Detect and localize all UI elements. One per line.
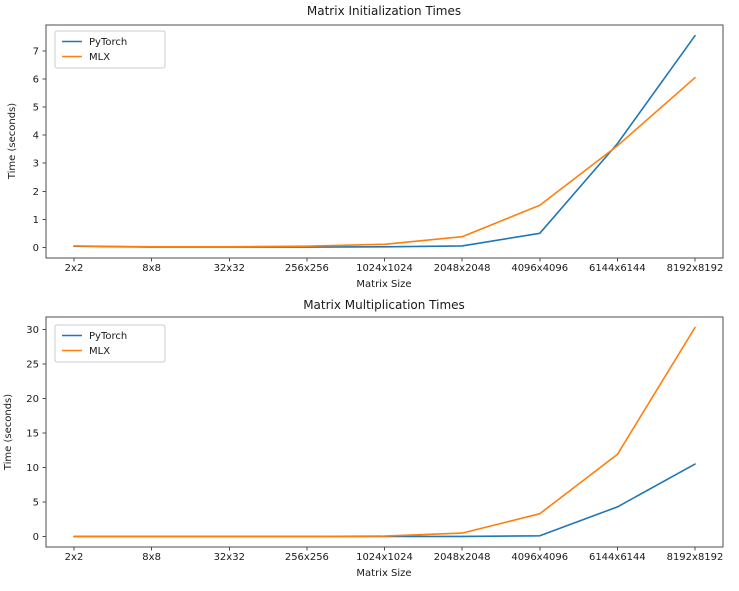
y-tick-label: 1 bbox=[33, 215, 39, 226]
plot-area: 0 5 10 15 20 25 30 2x2 8x8 32x32 256x256 1024x1024 2… bbox=[26, 316, 724, 563]
x-tick-label: 1024x1024 bbox=[356, 263, 413, 274]
y-tick-label: 5 bbox=[33, 498, 39, 509]
x-tick-label: 6144x6144 bbox=[589, 263, 646, 274]
x-tick-label: 256x256 bbox=[285, 552, 329, 563]
y-tick-label: 3 bbox=[33, 159, 39, 170]
x-tick-label: 2048x2048 bbox=[434, 263, 491, 274]
y-tick-label: 25 bbox=[26, 360, 39, 371]
x-tick-label: 2x2 bbox=[65, 552, 84, 563]
x-tick-label: 32x32 bbox=[214, 552, 245, 563]
legend-entry-pytorch: PyTorch bbox=[89, 331, 127, 342]
x-tick-label: 8x8 bbox=[142, 552, 161, 563]
chart-title: Matrix Initialization Times bbox=[307, 4, 461, 18]
y-axis-label: Time (seconds) bbox=[3, 394, 14, 471]
x-tick-label: 6144x6144 bbox=[589, 552, 646, 563]
mlx-line bbox=[73, 76, 696, 248]
x-tick-label: 4096x4096 bbox=[511, 552, 568, 563]
x-tick-label: 8192x8192 bbox=[667, 263, 724, 274]
x-tick-label: 2048x2048 bbox=[434, 552, 491, 563]
x-axis-label: Matrix Size bbox=[356, 279, 411, 290]
legend-box bbox=[54, 324, 166, 363]
x-tick-label: 4096x4096 bbox=[511, 263, 568, 274]
matrix-initialization-times-chart: Matrix Initialization Times Time (second… bbox=[7, 4, 724, 290]
x-tick-label: 32x32 bbox=[214, 263, 245, 274]
plot-area: 0 1 2 3 4 5 6 7 2x2 8x8 32x32 256x256 1024x1024 2048x… bbox=[33, 24, 724, 274]
y-tick-label: 0 bbox=[33, 243, 39, 254]
legend-box bbox=[54, 30, 166, 69]
y-tick-label: 7 bbox=[33, 47, 39, 58]
y-tick-label: 6 bbox=[33, 75, 39, 86]
x-tick-label: 256x256 bbox=[285, 263, 329, 274]
legend: PyTorch MLX bbox=[54, 30, 166, 69]
pytorch-line bbox=[73, 463, 696, 538]
legend: PyTorch MLX bbox=[54, 324, 166, 363]
y-tick-label: 2 bbox=[33, 187, 39, 198]
legend-entry-mlx: MLX bbox=[89, 346, 110, 357]
x-tick-label: 8192x8192 bbox=[667, 552, 724, 563]
x-tick-label: 1024x1024 bbox=[356, 552, 413, 563]
y-tick-label: 15 bbox=[26, 429, 39, 440]
pytorch-line bbox=[73, 34, 696, 248]
mlx-line bbox=[73, 326, 696, 538]
x-tick-label: 2x2 bbox=[65, 263, 84, 274]
y-tick-label: 30 bbox=[26, 325, 39, 336]
y-tick-label: 10 bbox=[26, 463, 39, 474]
y-tick-label: 0 bbox=[33, 532, 39, 543]
x-tick-label: 8x8 bbox=[142, 263, 161, 274]
matrix-multiplication-times-chart: Matrix Multiplication Times Time (second… bbox=[3, 298, 724, 579]
x-axis-label: Matrix Size bbox=[356, 568, 411, 579]
y-tick-label: 4 bbox=[33, 131, 39, 142]
y-axis-label: Time (seconds) bbox=[7, 103, 18, 180]
chart-title: Matrix Multiplication Times bbox=[303, 298, 465, 312]
legend-entry-mlx: MLX bbox=[89, 52, 110, 63]
legend-entry-pytorch: PyTorch bbox=[89, 37, 127, 48]
y-tick-label: 5 bbox=[33, 103, 39, 114]
y-tick-label: 20 bbox=[26, 394, 39, 405]
